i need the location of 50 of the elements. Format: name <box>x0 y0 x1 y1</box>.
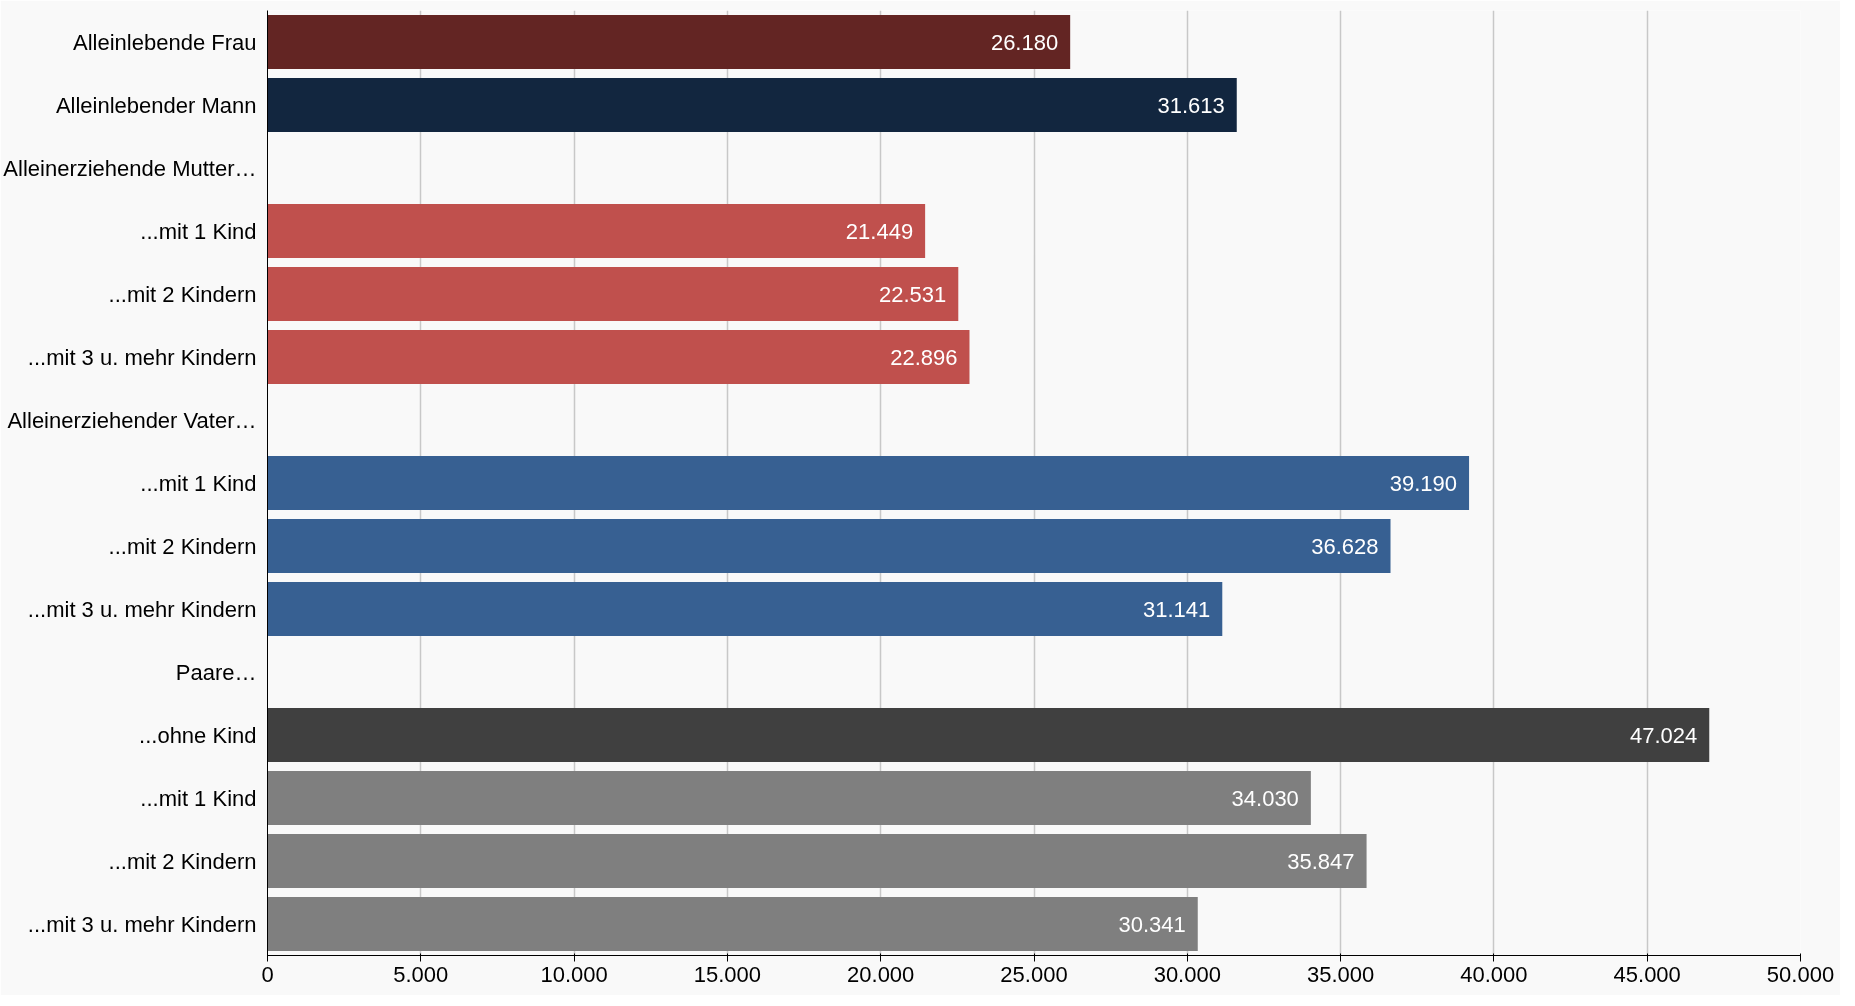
x-tick-label: 45.000 <box>1613 961 1681 987</box>
y-tick-label: ...mit 3 u. mehr Kindern <box>27 344 257 370</box>
y-tick-label: ...mit 1 Kind <box>140 218 257 244</box>
bar <box>267 77 1237 133</box>
bar <box>267 581 1223 637</box>
data-label: 22.896 <box>890 344 958 370</box>
y-tick-label: Alleinlebender Mann <box>55 92 257 118</box>
x-tick-label: 0 <box>261 961 274 987</box>
data-label: 26.180 <box>990 29 1059 55</box>
x-tick-label: 30.000 <box>1153 961 1221 987</box>
data-label: 36.628 <box>1311 533 1379 559</box>
x-tick-label: 5.000 <box>393 961 449 987</box>
data-label: 47.024 <box>1629 722 1698 748</box>
y-tick-label: ...mit 3 u. mehr Kindern <box>27 911 257 937</box>
x-tick-label: 10.000 <box>540 961 608 987</box>
data-label: 21.449 <box>845 218 914 244</box>
x-tick-label: 25.000 <box>1000 961 1068 987</box>
data-label: 34.030 <box>1231 785 1299 811</box>
bar <box>267 266 959 322</box>
bar <box>267 329 970 385</box>
bar <box>267 14 1071 70</box>
bar <box>267 707 1710 763</box>
y-tick-label: Alleinlebende Frau <box>73 29 257 55</box>
y-tick-label: ...ohne Kind <box>139 722 257 748</box>
bar <box>267 518 1391 574</box>
x-tick-label: 35.000 <box>1306 961 1375 987</box>
data-label: 39.190 <box>1389 470 1458 496</box>
y-tick-label: ...mit 2 Kindern <box>108 281 257 307</box>
bar <box>267 896 1198 952</box>
y-tick-label: Paare… <box>175 659 257 685</box>
bar <box>267 833 1367 889</box>
bar <box>267 203 926 259</box>
x-tick-label: 20.000 <box>847 961 915 987</box>
x-tick-label: 15.000 <box>693 961 762 987</box>
y-tick-label: Alleinerziehende Mutter… <box>3 155 257 181</box>
y-tick-label: Alleinerziehender Vater… <box>7 407 257 433</box>
data-label: 30.341 <box>1118 911 1186 937</box>
y-tick-label: ...mit 2 Kindern <box>108 533 257 559</box>
y-tick-label: ...mit 1 Kind <box>140 470 257 496</box>
data-label: 35.847 <box>1287 848 1355 874</box>
data-label: 22.531 <box>879 281 947 307</box>
data-label: 31.141 <box>1142 596 1211 622</box>
x-tick-label: 40.000 <box>1460 961 1528 987</box>
data-label: 31.613 <box>1157 92 1225 118</box>
y-tick-label: ...mit 2 Kindern <box>108 848 257 874</box>
y-tick-label: ...mit 1 Kind <box>140 785 257 811</box>
bar <box>267 455 1470 511</box>
x-tick-label: 50.000 <box>1766 961 1835 987</box>
y-tick-label: ...mit 3 u. mehr Kindern <box>27 596 257 622</box>
bar <box>267 770 1311 826</box>
